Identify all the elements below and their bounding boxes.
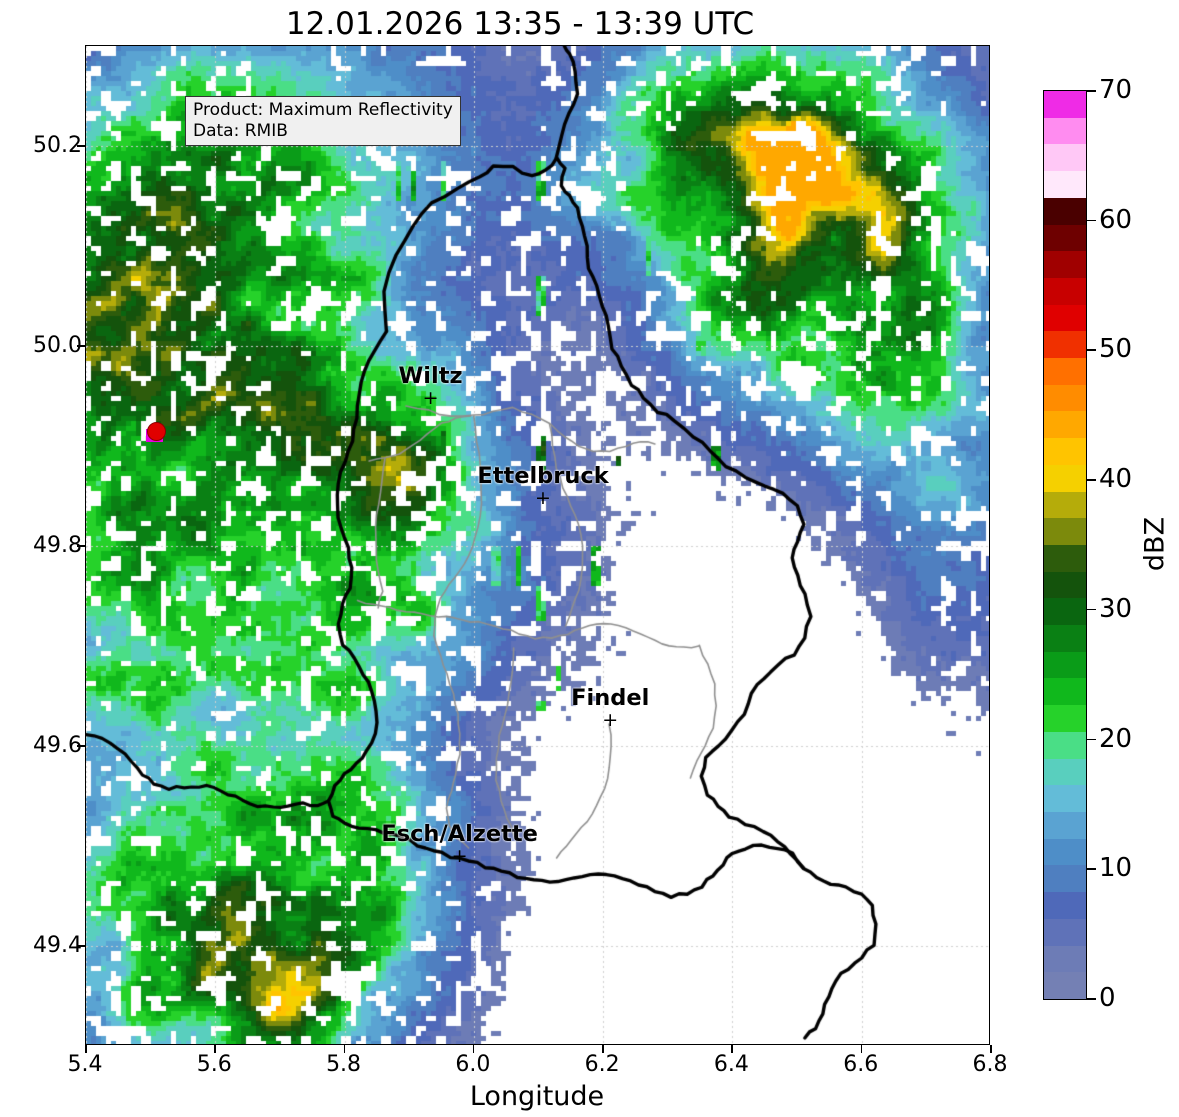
colorbar-band [1044,651,1086,679]
city-name: Esch/Alzette [381,821,538,847]
city-cross-marker: + [602,709,619,731]
y-tick-mark [77,145,85,147]
x-tick-mark [343,1045,346,1053]
colorbar-band [1044,758,1086,786]
colorbar-band [1044,678,1086,706]
radar-plot-area[interactable]: Product: Maximum Reflectivity Data: RMIB… [85,45,990,1045]
city-cross-marker: + [422,387,439,409]
colorbar-band [1044,705,1086,732]
city-name: Ettelbruck [477,463,609,489]
colorbar-band [1044,171,1086,198]
colorbar-band [1044,331,1086,359]
x-tick-label: 6.4 [713,1052,749,1077]
colorbar-band [1044,91,1086,118]
colorbar-band [1044,838,1086,866]
colorbar-tick-mark [1087,349,1096,352]
city-label-ettelbruck: Ettelbruck + [477,463,609,509]
colorbar-band [1044,117,1086,145]
x-tick-label: 6.8 [972,1052,1008,1077]
colorbar-tick-mark [1087,90,1096,92]
colorbar-band [1044,518,1086,545]
x-tick-label: 6.2 [584,1052,620,1077]
colorbar-band [1044,918,1086,946]
info-product-line: Product: Maximum Reflectivity [193,100,453,120]
colorbar-band [1044,358,1086,385]
x-tick-mark [860,1045,863,1053]
colorbar-band [1044,571,1086,599]
y-tick-label: 50.2 [33,133,82,158]
y-tick-mark [77,545,85,547]
x-tick-mark [472,1045,475,1053]
colorbar-tick-mark [1087,608,1096,611]
colorbar-band [1044,625,1086,652]
colorbar-band [1044,491,1086,519]
colorbar-band [1044,251,1086,278]
x-tick-label: 5.4 [67,1052,103,1077]
city-label-wiltz: Wiltz + [398,363,463,409]
colorbar-tick-mark [1087,219,1096,222]
colorbar-tick-label: 30 [1099,593,1133,624]
site-marker-dot [146,422,166,441]
colorbar-tick-label: 20 [1099,723,1133,754]
country-borders-layer [86,46,989,1044]
colorbar-band [1044,197,1086,225]
colorbar[interactable] [1043,90,1087,1000]
colorbar-band [1044,384,1086,412]
city-cross-marker: + [451,845,468,867]
x-axis-label: Longitude [469,1081,605,1112]
y-tick-label: 49.4 [33,933,82,958]
y-tick-mark [77,745,85,747]
city-cross-marker: + [535,487,551,509]
colorbar-band [1044,277,1086,305]
colorbar-band [1044,464,1086,492]
y-tick-label: 49.6 [33,733,82,758]
colorbar-band [1044,811,1086,839]
colorbar-band [1044,945,1086,973]
colorbar-band [1044,865,1086,893]
colorbar-tick-mark [1087,738,1096,741]
colorbar-tick-label: 60 [1099,204,1133,235]
x-tick-label: 6.6 [843,1052,879,1077]
city-name: Findel [571,685,650,711]
city-label-esch-alzette: Esch/Alzette + [381,821,538,867]
y-tick-mark [77,945,85,947]
product-info-box: Product: Maximum Reflectivity Data: RMIB [185,96,461,147]
colorbar-tick-mark [1087,479,1096,481]
colorbar-tick-mark [1087,868,1096,870]
colorbar-band [1044,144,1086,172]
x-tick-label: 6.0 [455,1052,491,1077]
colorbar-tick-label: 40 [1099,464,1133,495]
city-label-findel: Findel + [571,685,650,731]
x-tick-mark [731,1045,734,1053]
colorbar-tick-label: 50 [1099,334,1133,365]
x-tick-mark [990,1045,992,1053]
x-tick-mark [85,1045,87,1053]
info-data-line: Data: RMIB [193,120,288,141]
colorbar-band [1044,224,1086,252]
colorbar-tick-label: 10 [1099,853,1133,884]
colorbar-band [1044,304,1086,332]
colorbar-band [1044,544,1086,572]
y-tick-label: 50.0 [33,333,82,358]
city-name: Wiltz [398,363,463,389]
colorbar-band [1044,598,1086,626]
colorbar-band [1044,972,1086,999]
y-tick-mark [77,345,85,347]
colorbar-tick-mark [1087,998,1096,1000]
colorbar-tick-label: 0 [1099,983,1116,1013]
x-tick-mark [602,1045,604,1053]
y-tick-label: 49.8 [33,533,82,558]
x-tick-label: 5.6 [196,1052,232,1077]
colorbar-band [1044,731,1086,759]
x-tick-mark [214,1045,216,1053]
page-title: 12.01.2026 13:35 - 13:39 UTC [285,6,755,42]
colorbar-band [1044,785,1086,812]
x-tick-label: 5.8 [326,1052,362,1077]
colorbar-title: dBZ [1139,516,1171,572]
colorbar-band [1044,411,1086,439]
colorbar-band [1044,892,1086,919]
colorbar-band [1044,438,1086,465]
colorbar-tick-label: 70 [1099,75,1133,105]
